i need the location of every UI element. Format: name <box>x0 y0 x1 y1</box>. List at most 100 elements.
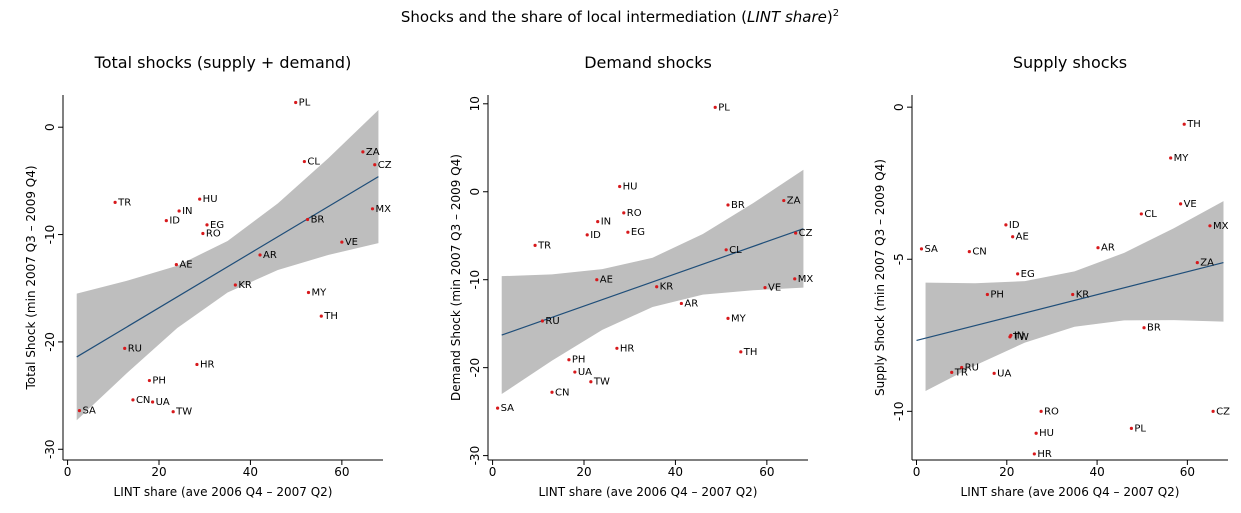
data-point <box>1129 426 1133 430</box>
x-tick-label: 60 <box>1180 465 1195 479</box>
point-label: TH <box>1186 119 1201 130</box>
data-point <box>361 150 365 154</box>
point-label: MY <box>731 313 747 324</box>
data-point <box>147 378 151 383</box>
x-tick-label: 40 <box>1089 465 1104 479</box>
y-tick-label: -5 <box>892 253 906 265</box>
point-label: PL <box>299 98 311 109</box>
title-note: 2 <box>833 8 839 19</box>
data-point <box>1034 431 1038 435</box>
x-axis-label: LINT share (ave 2006 Q4 – 2007 Q2) <box>961 485 1180 499</box>
point-label: BR <box>731 200 745 211</box>
fit-line <box>501 228 804 336</box>
data-point <box>198 197 202 201</box>
y-tick-label: -10 <box>468 270 482 290</box>
data-point <box>585 233 589 237</box>
data-point <box>319 314 323 318</box>
point-label: PL <box>718 102 730 113</box>
point-label: EG <box>631 227 645 238</box>
point-label: HU <box>203 194 218 205</box>
point-label: ID <box>1009 220 1020 231</box>
point-label: VE <box>345 237 358 248</box>
point-label: ID <box>169 216 180 227</box>
point-label: EG <box>1021 269 1035 280</box>
point-label: ID <box>590 230 601 241</box>
point-label: BR <box>311 215 325 226</box>
fit-line <box>76 176 379 358</box>
data-point <box>782 198 786 203</box>
data-point <box>171 410 175 414</box>
data-point <box>615 346 619 350</box>
point-label: BR <box>1147 323 1161 334</box>
point-label: SA <box>501 403 515 414</box>
point-label: PL <box>1134 423 1146 434</box>
data-point <box>174 263 178 267</box>
x-tick-label: 0 <box>489 465 497 479</box>
data-point <box>992 371 996 375</box>
point-label: MX <box>1213 221 1229 232</box>
data-point <box>201 231 205 236</box>
figure-title: Shocks and the share of local intermedia… <box>401 8 839 26</box>
point-label: CL <box>729 245 742 256</box>
x-tick-label: 0 <box>64 465 72 479</box>
point-label: TR <box>954 367 968 378</box>
y-tick-label: -10 <box>43 225 57 245</box>
data-point <box>655 285 659 289</box>
point-label: IN <box>1014 330 1024 341</box>
data-point <box>496 406 500 410</box>
point-label: CZ <box>799 228 813 239</box>
data-point <box>373 163 377 167</box>
point-label: RU <box>965 363 979 374</box>
data-point <box>164 219 168 223</box>
y-tick-label: 10 <box>468 96 482 111</box>
point-label: TH <box>743 347 758 358</box>
data-point <box>1011 235 1015 239</box>
data-point <box>1211 409 1215 413</box>
point-label: AR <box>684 298 698 309</box>
y-tick-label: 0 <box>892 103 906 111</box>
point-label: HR <box>1037 449 1052 460</box>
title-text: Shocks and the share of local intermedia… <box>401 8 747 26</box>
point-label: AR <box>263 250 277 261</box>
point-label: MX <box>375 204 391 215</box>
data-point <box>550 390 554 394</box>
data-point <box>1139 212 1143 216</box>
data-point <box>679 301 683 306</box>
y-tick-label: 0 <box>468 188 482 196</box>
y-tick-label: -30 <box>468 446 482 466</box>
data-point <box>794 231 798 235</box>
point-label: PH <box>990 290 1004 301</box>
data-point <box>739 350 743 354</box>
x-tick-label: 20 <box>151 465 166 479</box>
point-label: ZA <box>366 147 380 158</box>
confidence-band <box>76 110 379 421</box>
data-point <box>131 398 135 402</box>
x-tick-label: 20 <box>999 465 1014 479</box>
point-label: MY <box>311 288 327 299</box>
point-label: TW <box>175 407 192 418</box>
data-point <box>967 250 971 254</box>
data-point <box>1195 260 1199 265</box>
point-label: UA <box>156 397 170 408</box>
data-point <box>370 207 375 211</box>
point-label: VE <box>1184 199 1197 210</box>
data-point <box>177 209 181 213</box>
point-label: RO <box>1044 406 1059 417</box>
point-label: RO <box>627 208 642 219</box>
x-tick-label: 40 <box>668 465 683 479</box>
x-axis-label: LINT share (ave 2006 Q4 – 2007 Q2) <box>539 485 758 499</box>
point-label: CZ <box>378 160 392 171</box>
point-label: MY <box>1174 153 1190 164</box>
data-point <box>626 230 630 234</box>
y-axis-label: Demand Shock (min 2007 Q3 – 2009 Q4) <box>449 154 463 401</box>
point-label: CN <box>555 387 569 398</box>
data-point <box>533 243 537 247</box>
data-point <box>306 290 311 295</box>
data-point <box>1004 223 1008 227</box>
y-tick-label: -30 <box>43 439 57 459</box>
data-point <box>573 370 577 374</box>
point-label: ZA <box>1200 258 1214 269</box>
fit-line <box>916 262 1224 342</box>
point-label: PH <box>572 355 586 366</box>
